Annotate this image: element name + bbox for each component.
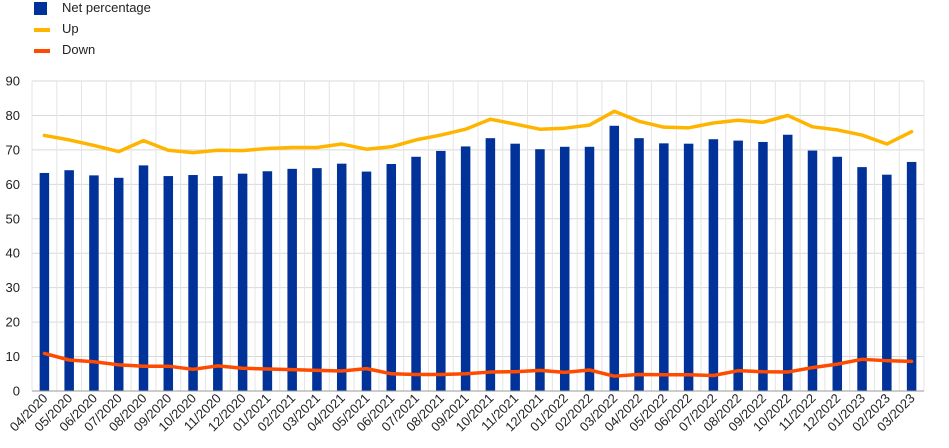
y-tick-label: 40	[6, 246, 20, 261]
legend-label: Up	[62, 21, 79, 36]
bar	[708, 139, 719, 391]
bar	[857, 167, 867, 391]
bar	[312, 168, 322, 391]
bar	[460, 146, 471, 391]
legend-swatch	[34, 49, 50, 53]
bar	[659, 143, 669, 391]
bar	[807, 150, 818, 391]
bar	[906, 161, 917, 391]
bar	[882, 174, 892, 391]
y-tick-label: 80	[6, 108, 20, 123]
bar	[213, 176, 223, 391]
bar	[758, 141, 768, 391]
bar	[485, 138, 496, 391]
y-tick-label: 60	[6, 177, 20, 192]
bar	[262, 171, 273, 391]
bar	[733, 140, 743, 391]
bar	[336, 163, 347, 391]
y-tick-label: 70	[6, 142, 20, 157]
series-line	[42, 109, 914, 155]
bar	[89, 175, 99, 391]
bar	[361, 171, 372, 391]
legend-swatch	[34, 28, 50, 32]
y-tick-label: 30	[6, 280, 20, 295]
y-tick-label: 90	[6, 74, 20, 89]
line-series	[42, 109, 914, 378]
bar	[39, 172, 50, 391]
gridlines	[31, 80, 925, 392]
bar	[411, 156, 421, 391]
bar	[510, 143, 520, 391]
bar-series	[39, 125, 917, 392]
bar	[559, 146, 570, 391]
series-line	[42, 351, 914, 378]
y-tick-label: 0	[13, 384, 20, 399]
bar	[436, 150, 446, 391]
bar	[113, 177, 124, 391]
y-tick-label: 50	[6, 211, 20, 226]
bar	[163, 176, 174, 391]
bar	[832, 156, 843, 391]
bar	[64, 170, 74, 391]
bar	[188, 175, 198, 391]
y-tick-label: 20	[6, 315, 20, 330]
bar	[634, 138, 644, 391]
bar	[609, 125, 620, 392]
bar	[782, 134, 793, 391]
bar	[683, 143, 694, 391]
legend-swatch	[34, 2, 47, 15]
bar	[237, 173, 248, 391]
legend-label: Down	[62, 42, 96, 57]
bar	[138, 165, 149, 391]
bar	[386, 164, 397, 391]
bar	[287, 168, 297, 391]
legend-label: Net percentage	[62, 0, 151, 15]
y-tick-label: 10	[6, 349, 20, 364]
bar	[584, 146, 595, 391]
bar	[535, 149, 545, 391]
